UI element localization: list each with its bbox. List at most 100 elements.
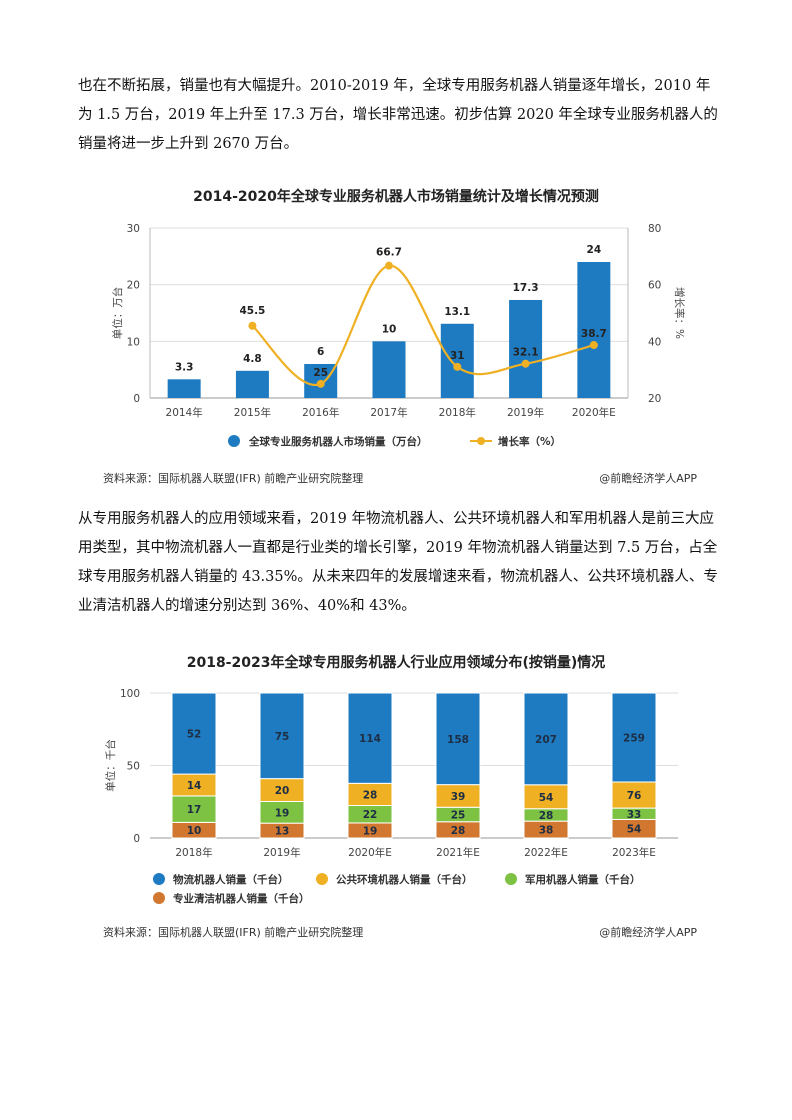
stacked-segment bbox=[435, 692, 481, 786]
stacked-segment bbox=[611, 781, 657, 809]
segment-value-label: 76 bbox=[627, 790, 642, 802]
bar-value-label: 17.3 bbox=[513, 282, 539, 294]
segment-value-label: 33 bbox=[627, 809, 642, 821]
bar-value-label: 3.3 bbox=[175, 361, 194, 373]
segment-value-label: 38 bbox=[539, 825, 554, 837]
growth-rate-point bbox=[316, 379, 325, 388]
segment-value-label: 54 bbox=[539, 792, 554, 804]
segment-value-label: 19 bbox=[363, 825, 378, 837]
growth-rate-point bbox=[453, 362, 462, 371]
bar-value-label: 24 bbox=[587, 244, 602, 256]
bar-value-label: 13.1 bbox=[444, 306, 470, 318]
segment-value-label: 25 bbox=[451, 810, 466, 822]
y2-tick-label: 80 bbox=[648, 223, 661, 235]
x-tick-label: 2023年E bbox=[612, 846, 656, 859]
legend-marker bbox=[153, 873, 165, 885]
legend-label: 公共环境机器人销量（千台） bbox=[336, 873, 473, 886]
x-tick-label: 2018年 bbox=[175, 846, 212, 859]
legend-marker bbox=[505, 873, 517, 885]
legend-label: 物流机器人销量（千台） bbox=[173, 873, 289, 886]
bar-value-label: 10 bbox=[382, 323, 397, 335]
segment-value-label: 259 bbox=[623, 732, 645, 744]
segment-value-label: 10 bbox=[187, 825, 202, 837]
x-tick-label: 2015年 bbox=[234, 406, 271, 419]
growth-rate-point bbox=[521, 359, 530, 368]
bar bbox=[577, 262, 611, 398]
x-tick-label: 2019年 bbox=[507, 406, 544, 419]
segment-value-label: 207 bbox=[535, 734, 557, 746]
x-tick-label: 2022年E bbox=[524, 846, 568, 859]
growth-rate-label: 66.7 bbox=[376, 247, 402, 259]
bar bbox=[509, 299, 543, 398]
stacked-segment bbox=[171, 692, 217, 775]
bar-value-label: 4.8 bbox=[243, 353, 262, 365]
growth-rate-label: 45.5 bbox=[239, 305, 265, 317]
y-axis-label: 单位：万台 bbox=[111, 287, 124, 340]
y-tick-label: 100 bbox=[120, 688, 140, 700]
y-tick-label: 0 bbox=[133, 393, 140, 405]
y-tick-label: 20 bbox=[127, 280, 140, 292]
segment-value-label: 22 bbox=[363, 809, 378, 821]
legend-marker-growth bbox=[477, 437, 485, 445]
bar bbox=[372, 341, 406, 398]
y2-tick-label: 20 bbox=[648, 393, 661, 405]
segment-value-label: 14 bbox=[187, 780, 202, 792]
y-tick-label: 30 bbox=[127, 223, 140, 235]
legend-label-growth: 增长率（%） bbox=[498, 435, 561, 448]
stacked-segment bbox=[523, 692, 569, 786]
segment-value-label: 20 bbox=[275, 785, 290, 797]
growth-rate-label: 32.1 bbox=[513, 347, 539, 359]
chart-2-credit: @前瞻经济学人APP bbox=[599, 926, 697, 939]
chart-1-credit: @前瞻经济学人APP bbox=[599, 472, 697, 485]
x-tick-label: 2016年 bbox=[302, 406, 339, 419]
legend-marker-sales bbox=[228, 435, 240, 447]
chart-2-title: 2018-2023年全球专用服务机器人行业应用领域分布(按销量)情况 bbox=[186, 655, 606, 671]
segment-value-label: 158 bbox=[447, 734, 469, 746]
segment-value-label: 75 bbox=[275, 731, 290, 743]
paragraph-1: 也在不断拓展，销量也有大幅提升。2010-2019 年，全球专用服务机器人销量逐… bbox=[78, 78, 718, 152]
segment-value-label: 17 bbox=[187, 804, 202, 816]
bar-value-label: 6 bbox=[317, 346, 324, 358]
y-tick-label: 0 bbox=[133, 833, 140, 845]
segment-value-label: 28 bbox=[451, 825, 466, 837]
x-tick-label: 2018年 bbox=[439, 406, 476, 419]
segment-value-label: 52 bbox=[187, 729, 202, 741]
x-tick-label: 2014年 bbox=[166, 406, 203, 419]
chart-1-canvas: 0 10 20 30 20 40 60 80 单位：万台 增长率：% 3.3 4.8 6 10 13.1 17… bbox=[111, 223, 686, 448]
growth-rate-point bbox=[589, 341, 598, 350]
segment-value-label: 114 bbox=[359, 733, 381, 745]
bar bbox=[167, 379, 201, 398]
x-tick-label: 2017年 bbox=[370, 406, 407, 419]
growth-rate-point bbox=[385, 261, 393, 270]
segment-value-label: 39 bbox=[451, 791, 466, 803]
legend-label: 专业清洁机器人销量（千台） bbox=[173, 892, 310, 905]
y2-tick-label: 60 bbox=[648, 280, 661, 292]
y-axis-label: 单位：千台 bbox=[104, 739, 117, 792]
chart-2-canvas: 0 50 100 单位：千台 10 17 14 52 2018年 13 19 20 75 2019年 19 2… bbox=[104, 688, 678, 905]
legend-label: 军用机器人销量（千台） bbox=[525, 873, 641, 886]
y2-axis-label: 增长率：% bbox=[673, 287, 686, 339]
bar bbox=[235, 370, 269, 398]
legend-label-sales: 全球专业服务机器人市场销量（万台） bbox=[248, 435, 428, 448]
stacked-segment bbox=[611, 692, 657, 783]
stacked-segment bbox=[347, 692, 393, 784]
y-tick-label: 10 bbox=[127, 336, 140, 348]
segment-value-label: 19 bbox=[275, 807, 290, 819]
chart-2-source: 资料来源：国际机器人联盟(IFR) 前瞻产业研究院整理 bbox=[103, 926, 364, 939]
segment-value-label: 28 bbox=[363, 789, 378, 801]
legend-marker bbox=[153, 892, 165, 904]
chart-1-title: 2014-2020年全球专业服务机器人市场销量统计及增长情况预测 bbox=[193, 189, 599, 205]
y2-tick-label: 40 bbox=[648, 336, 661, 348]
bar bbox=[440, 323, 474, 398]
growth-rate-label: 31 bbox=[450, 350, 465, 362]
x-tick-label: 2020年E bbox=[348, 846, 392, 859]
segment-value-label: 54 bbox=[627, 824, 642, 836]
growth-rate-label: 25 bbox=[313, 367, 328, 379]
segment-value-label: 13 bbox=[275, 826, 290, 838]
growth-rate-label: 38.7 bbox=[581, 328, 607, 340]
growth-rate-line bbox=[251, 264, 595, 387]
x-tick-label: 2020年E bbox=[572, 406, 616, 419]
y-tick-label: 50 bbox=[127, 761, 140, 773]
segment-value-label: 28 bbox=[539, 810, 554, 822]
paragraph-2: 从专用服务机器人的应用领域来看，2019 年物流机器人、公共环境机器人和军用机器… bbox=[78, 511, 718, 614]
